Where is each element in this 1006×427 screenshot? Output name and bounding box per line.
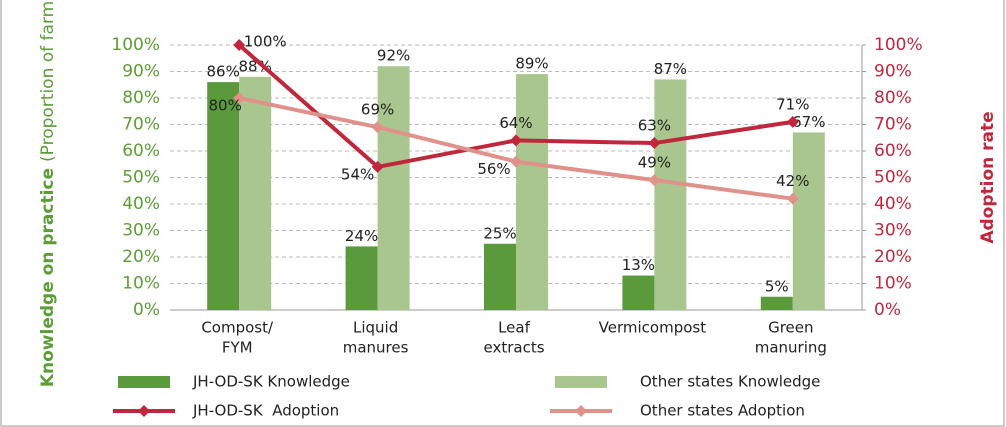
legend-label: Other states Adoption bbox=[640, 402, 805, 420]
y2-tick-label: 70% bbox=[874, 115, 912, 135]
bar-label: 88% bbox=[239, 57, 272, 75]
y2-tick-label: 20% bbox=[874, 247, 912, 267]
x-tick-label: FYM bbox=[222, 339, 253, 357]
y-tick-label: 30% bbox=[122, 221, 160, 241]
bar-label: 24% bbox=[345, 227, 378, 245]
y-axis-title: Knowledge on practice (Proportion of farm… bbox=[38, 0, 58, 387]
y-tick-label: 100% bbox=[111, 35, 160, 55]
line-label: 69% bbox=[361, 101, 394, 119]
legend-label: Other states Knowledge bbox=[640, 373, 820, 391]
y2-tick-label: 10% bbox=[874, 274, 912, 294]
y-tick-label: 0% bbox=[133, 300, 160, 320]
bar bbox=[516, 74, 548, 311]
y-tick-label: 90% bbox=[122, 62, 160, 82]
bar bbox=[622, 275, 655, 310]
y2-tick-label: 60% bbox=[874, 141, 912, 161]
marker bbox=[786, 115, 799, 128]
x-tick-label: Leaf bbox=[498, 319, 531, 337]
y-tick-label: 60% bbox=[122, 141, 160, 161]
bar bbox=[484, 243, 516, 310]
y2-tick-label: 100% bbox=[874, 35, 923, 55]
y-axis-title-part: Knowledge on practice bbox=[38, 168, 58, 387]
x-tick-label: extracts bbox=[483, 339, 544, 357]
y-tick-label: 50% bbox=[122, 168, 160, 188]
bar bbox=[377, 66, 410, 310]
x-tick-label: Compost/ bbox=[201, 319, 274, 337]
bar bbox=[345, 246, 378, 310]
marker bbox=[233, 92, 246, 104]
line-label: 100% bbox=[244, 33, 287, 51]
y-tick-label: 80% bbox=[122, 88, 160, 108]
x-tick-label: manuring bbox=[755, 339, 827, 357]
bar-label: 13% bbox=[622, 256, 655, 274]
x-tick-label: Liquid bbox=[353, 319, 398, 337]
bar bbox=[207, 82, 240, 310]
legend-label: JH-OD-SK Adoption bbox=[192, 402, 339, 420]
marker bbox=[648, 137, 661, 150]
y-tick-label: 10% bbox=[122, 274, 160, 294]
bar-label: 92% bbox=[377, 47, 410, 65]
line-label: 54% bbox=[341, 165, 374, 183]
y2-tick-label: 40% bbox=[874, 194, 912, 214]
line-label: 71% bbox=[776, 95, 809, 113]
bar-label: 5% bbox=[765, 277, 789, 295]
bar-label: 89% bbox=[515, 55, 548, 73]
legend-swatch bbox=[118, 376, 170, 388]
line-label: 49% bbox=[638, 154, 671, 172]
legend-marker bbox=[575, 405, 587, 417]
line-label: 63% bbox=[638, 117, 671, 135]
legend-label: JH-OD-SK Knowledge bbox=[192, 373, 350, 391]
y2-tick-label: 90% bbox=[874, 62, 912, 82]
bar bbox=[760, 296, 793, 310]
marker bbox=[371, 160, 384, 173]
marker bbox=[510, 134, 522, 147]
y-axis-title-part: (Proportion of farmers) bbox=[38, 0, 58, 162]
line-label: 56% bbox=[477, 160, 510, 178]
bar-label: 25% bbox=[483, 224, 516, 242]
bar-label: 86% bbox=[207, 63, 240, 81]
marker bbox=[786, 192, 799, 205]
marker bbox=[233, 39, 246, 51]
y-tick-label: 40% bbox=[122, 194, 160, 214]
bar bbox=[654, 79, 687, 310]
y2-tick-label: 50% bbox=[874, 168, 912, 188]
x-tick-label: Green bbox=[768, 319, 813, 337]
line-label: 42% bbox=[776, 172, 809, 190]
marker bbox=[648, 174, 661, 187]
bar bbox=[792, 132, 825, 310]
y-tick-label: 70% bbox=[122, 115, 160, 135]
marker bbox=[510, 155, 522, 168]
legend-marker bbox=[138, 405, 150, 417]
bar bbox=[239, 76, 272, 310]
y2-tick-label: 0% bbox=[874, 300, 901, 320]
bar-label: 87% bbox=[654, 60, 687, 78]
y2-tick-label: 30% bbox=[874, 221, 912, 241]
y2-axis-title: Adoption rate bbox=[978, 111, 998, 243]
x-tick-label: Vermicompost bbox=[599, 319, 707, 337]
y-tick-label: 20% bbox=[122, 247, 160, 267]
y2-tick-label: 80% bbox=[874, 88, 912, 108]
legend-swatch bbox=[555, 376, 607, 388]
marker bbox=[371, 121, 384, 134]
line-label: 64% bbox=[499, 114, 532, 132]
bar-label: 67% bbox=[792, 113, 825, 131]
line-label: 80% bbox=[209, 97, 242, 115]
x-tick-label: manures bbox=[343, 339, 409, 357]
